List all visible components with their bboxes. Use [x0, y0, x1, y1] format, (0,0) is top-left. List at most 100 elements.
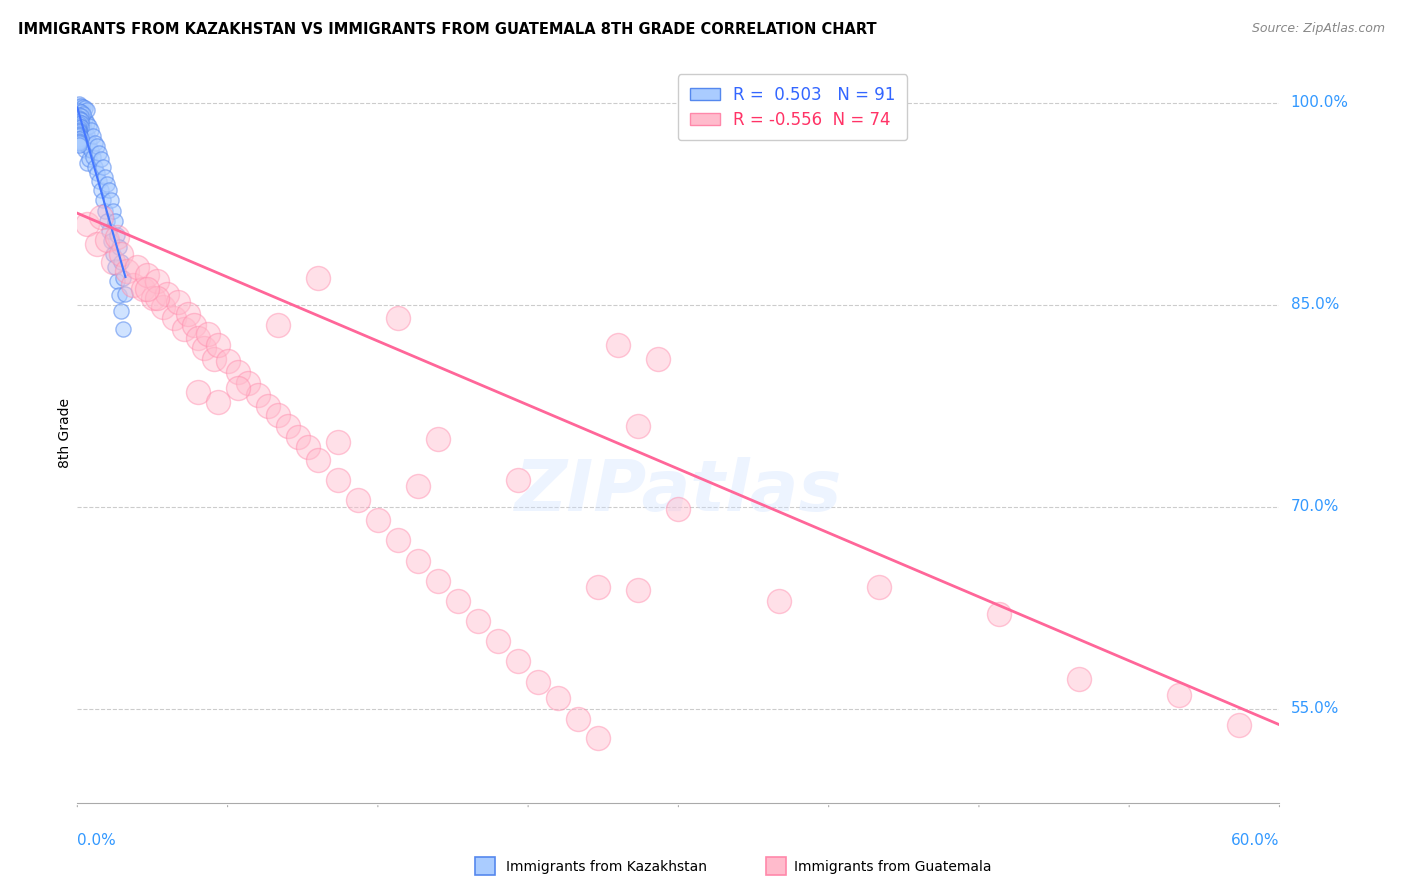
Point — [108, 288, 131, 302]
Point — [668, 502, 690, 516]
Point — [508, 655, 530, 669]
Point — [193, 341, 215, 355]
Point — [588, 581, 610, 595]
Point — [80, 122, 103, 136]
Y-axis label: 8th Grade: 8th Grade — [58, 398, 72, 467]
Point — [72, 106, 94, 120]
Point — [70, 113, 93, 128]
Point — [103, 203, 125, 218]
Point — [127, 260, 149, 274]
Point — [207, 394, 229, 409]
Point — [89, 145, 111, 160]
Point — [186, 385, 209, 400]
Point — [186, 331, 209, 345]
Point — [100, 193, 122, 207]
Point — [326, 435, 349, 450]
Point — [256, 399, 278, 413]
Point — [547, 690, 569, 705]
Point — [103, 254, 125, 268]
Point — [70, 129, 93, 144]
Point — [67, 97, 90, 112]
Point — [67, 116, 90, 130]
Point — [94, 203, 117, 218]
Point — [146, 273, 169, 287]
Point — [1069, 672, 1091, 686]
Point — [527, 674, 550, 689]
Point — [122, 277, 145, 292]
Point — [67, 98, 90, 112]
Point — [70, 116, 93, 130]
Text: IMMIGRANTS FROM KAZAKHSTAN VS IMMIGRANTS FROM GUATEMALA 8TH GRADE CORRELATION CH: IMMIGRANTS FROM KAZAKHSTAN VS IMMIGRANTS… — [18, 22, 877, 37]
Point — [183, 318, 205, 332]
Point — [287, 430, 309, 444]
Point — [104, 214, 127, 228]
Point — [107, 273, 129, 287]
Point — [267, 318, 290, 332]
Point — [80, 143, 103, 157]
Point — [226, 365, 249, 379]
Point — [166, 295, 188, 310]
Point — [70, 105, 93, 120]
Point — [84, 136, 107, 151]
Point — [67, 124, 90, 138]
Point — [236, 376, 259, 390]
Text: 0.0%: 0.0% — [77, 833, 117, 848]
Text: ZIPatlas: ZIPatlas — [515, 458, 842, 526]
Point — [100, 235, 122, 249]
Point — [67, 121, 90, 136]
Point — [107, 230, 129, 244]
Point — [427, 574, 450, 588]
Point — [98, 224, 121, 238]
Point — [108, 240, 131, 254]
Point — [90, 153, 112, 167]
Point — [347, 492, 370, 507]
Point — [67, 134, 90, 148]
Point — [67, 136, 90, 151]
Text: 70.0%: 70.0% — [1291, 500, 1339, 514]
Point — [197, 327, 219, 342]
Point — [406, 553, 429, 567]
Point — [146, 291, 169, 305]
Point — [70, 120, 93, 134]
Point — [486, 634, 509, 648]
Point — [75, 101, 97, 115]
Point — [76, 217, 98, 231]
Point — [1168, 688, 1191, 702]
Point — [90, 183, 112, 197]
Point — [112, 270, 135, 285]
Point — [868, 581, 890, 595]
Point — [93, 161, 115, 175]
Point — [110, 254, 132, 268]
Point — [326, 473, 349, 487]
Point — [70, 101, 93, 115]
Point — [67, 135, 90, 149]
Point — [67, 119, 90, 133]
Point — [70, 113, 93, 128]
Point — [76, 103, 98, 117]
Point — [98, 183, 121, 197]
Point — [67, 117, 90, 131]
Point — [207, 338, 229, 352]
Point — [112, 322, 135, 336]
Text: 60.0%: 60.0% — [1232, 833, 1279, 848]
Point — [627, 583, 650, 598]
Point — [67, 111, 90, 125]
Point — [70, 120, 93, 134]
Point — [110, 246, 132, 260]
Point — [427, 433, 450, 447]
Bar — [766, 857, 786, 875]
Point — [66, 109, 89, 123]
Point — [72, 125, 94, 139]
Point — [110, 304, 132, 318]
Point — [267, 408, 290, 422]
Point — [768, 594, 790, 608]
Point — [76, 139, 98, 153]
Point — [72, 136, 94, 151]
Text: 55.0%: 55.0% — [1291, 701, 1339, 716]
Point — [162, 311, 184, 326]
Text: 100.0%: 100.0% — [1291, 95, 1348, 111]
Bar — [475, 857, 495, 875]
Point — [72, 117, 94, 131]
Point — [67, 137, 90, 152]
Text: Immigrants from Guatemala: Immigrants from Guatemala — [794, 860, 991, 874]
